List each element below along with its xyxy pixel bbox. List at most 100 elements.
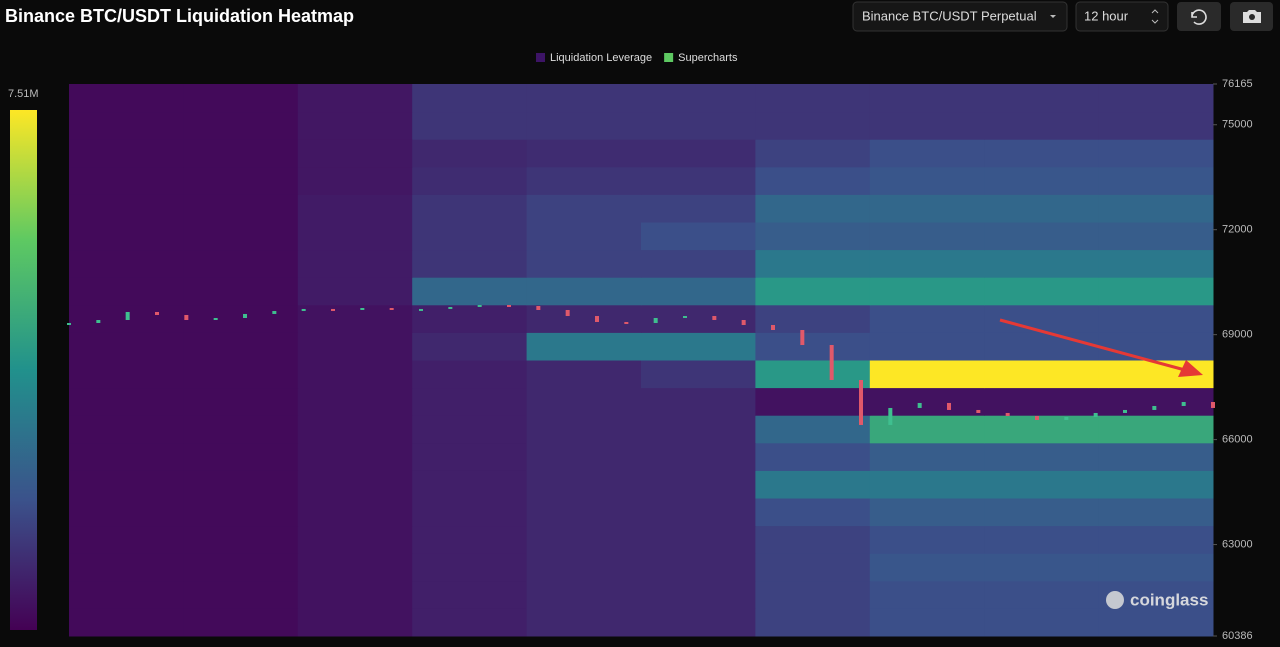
heat-cell [183, 139, 299, 168]
heat-cell [183, 608, 299, 637]
watermark-logo [1106, 591, 1124, 609]
candle [125, 311, 130, 320]
legend-label: Liquidation Leverage [550, 52, 652, 64]
candle [1211, 401, 1215, 408]
heat-cell [869, 139, 985, 168]
heat-cell [412, 553, 528, 582]
heat-cell [984, 166, 1100, 195]
heat-cell [984, 442, 1100, 471]
candle [360, 307, 365, 310]
heat-cell [69, 442, 184, 471]
heat-cell [984, 553, 1100, 582]
legend-label: Supercharts [678, 52, 738, 64]
heat-cell [869, 553, 985, 582]
candle [448, 306, 453, 309]
heat-cell [183, 442, 299, 471]
heat-cell [183, 498, 299, 527]
heat-cell [1098, 194, 1214, 223]
heat-cell [297, 470, 413, 499]
heat-cell [412, 498, 528, 527]
heat-cell [984, 525, 1100, 554]
heat-cell [755, 194, 871, 223]
heat-cell [869, 222, 985, 251]
heat-cell [183, 470, 299, 499]
heat-cell [984, 84, 1100, 113]
candle [1093, 412, 1098, 417]
refresh-button[interactable] [1177, 2, 1221, 31]
candle [771, 324, 775, 331]
candle [859, 379, 863, 425]
heat-cell [641, 387, 756, 416]
heat-cell [755, 360, 871, 389]
candle [96, 319, 101, 324]
candle [1123, 409, 1127, 413]
heat-cell [641, 277, 756, 306]
heat-cell [1098, 553, 1214, 582]
legend-swatch [664, 53, 674, 62]
heat-cell [1098, 525, 1214, 554]
heat-cell [526, 498, 642, 527]
heat-cell [869, 166, 985, 195]
heat-cell [69, 249, 184, 278]
heat-cell [297, 194, 413, 223]
heat-cell [755, 470, 871, 499]
heat-cell [984, 222, 1100, 251]
heat-cell [183, 84, 299, 113]
heat-cell [755, 442, 871, 471]
heat-cell [297, 525, 413, 554]
heat-cell [297, 277, 413, 306]
heat-cell [1098, 277, 1214, 306]
spinner [1151, 9, 1159, 24]
title: Binance BTC/USDT Liquidation Heatmap [5, 6, 354, 26]
candle [477, 304, 482, 307]
heat-cell [641, 304, 756, 333]
heat-cell [641, 608, 756, 637]
heat-cell [69, 525, 184, 554]
candle [389, 307, 394, 310]
heat-cell [526, 111, 642, 140]
y-tick-label: 60386 [1222, 630, 1253, 642]
heat-cell [526, 470, 642, 499]
heat-cell [755, 387, 871, 416]
heat-cell [641, 360, 756, 389]
heat-cell [984, 498, 1100, 527]
heat-cell [412, 360, 528, 389]
heat-cell [297, 84, 413, 113]
candle [1152, 405, 1157, 410]
heat-cell [412, 304, 528, 333]
heat-cell [755, 84, 871, 113]
heat-cell [183, 166, 299, 195]
heat-cell [641, 415, 756, 444]
heat-cell [412, 415, 528, 444]
heat-cell [297, 249, 413, 278]
heat-cell [526, 304, 642, 333]
heat-cell [755, 249, 871, 278]
heat-cell [412, 442, 528, 471]
period-select[interactable] [1075, 1, 1169, 32]
candle [1005, 412, 1010, 416]
arrow-head [1178, 360, 1203, 377]
heat-cell [526, 525, 642, 554]
pair-select[interactable] [852, 1, 1068, 32]
candle [595, 316, 599, 322]
candle [184, 314, 189, 320]
heat-cell [984, 608, 1100, 637]
heat-cell [755, 166, 871, 195]
heat-cell [1098, 442, 1214, 471]
heat-cell [183, 304, 299, 333]
heat-cell [526, 553, 642, 582]
candle [1064, 416, 1069, 420]
heat-cell [869, 360, 985, 389]
heat-cell [1098, 139, 1214, 168]
heat-cell [755, 580, 871, 609]
heat-cell [69, 580, 184, 609]
heat-cell [641, 166, 756, 195]
heat-cell [183, 415, 299, 444]
heat-cell [412, 139, 528, 168]
candle [1035, 415, 1039, 420]
heat-cell [526, 442, 642, 471]
heat-cell [641, 525, 756, 554]
heat-cell [412, 608, 528, 637]
heat-cell [755, 608, 871, 637]
